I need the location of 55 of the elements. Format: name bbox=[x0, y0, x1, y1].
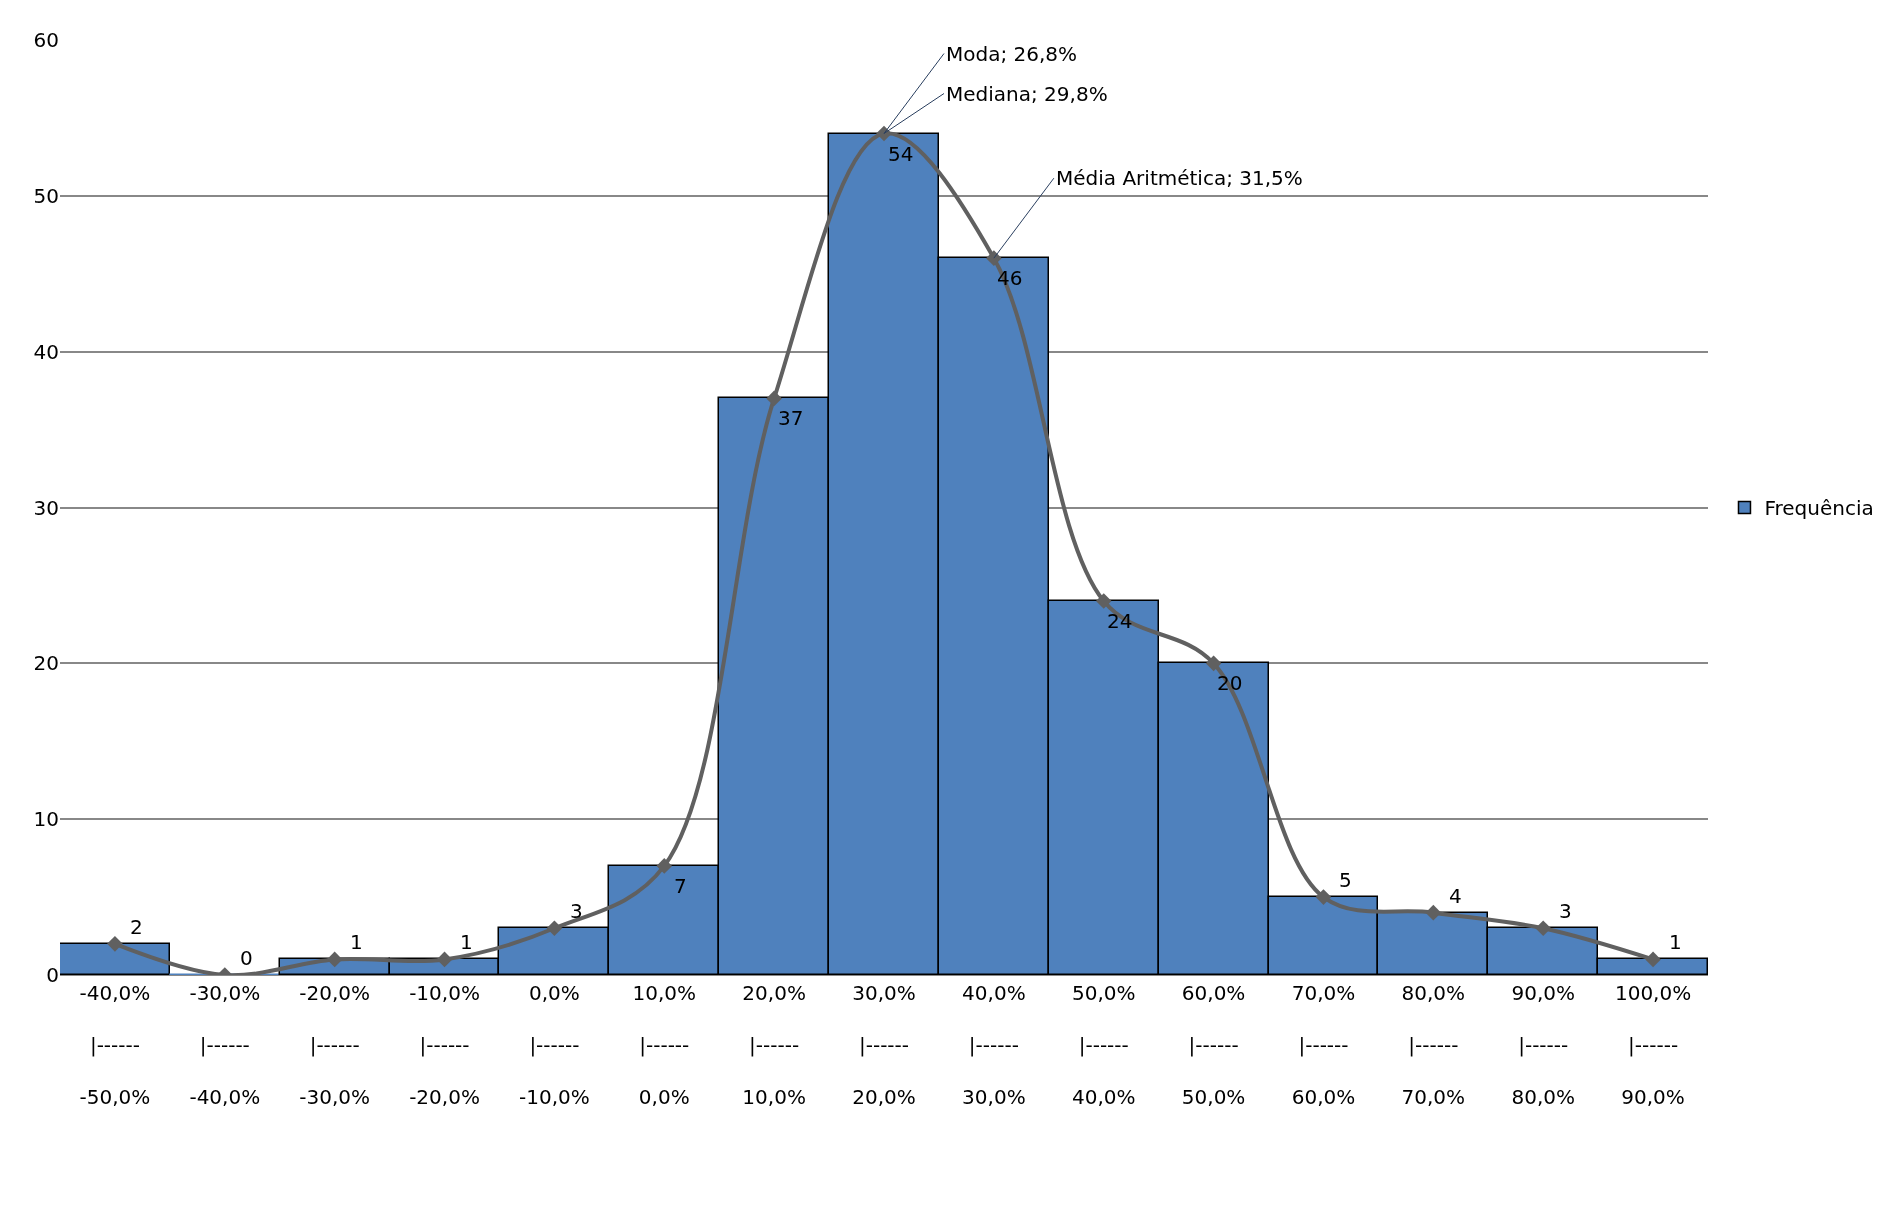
category-label: 70,0% |------ 60,0% bbox=[1291, 981, 1356, 1109]
point bbox=[986, 250, 1002, 266]
category-label: 10,0% |------ 0,0% bbox=[632, 981, 697, 1109]
data-label: 3 bbox=[570, 899, 583, 923]
category-label: 90,0% |------ 80,0% bbox=[1511, 981, 1575, 1109]
category-label: -40,0% |------ -50,0% bbox=[79, 981, 151, 1109]
category-label: 20,0% |------ 10,0% bbox=[742, 981, 806, 1109]
data-label: 1 bbox=[460, 930, 473, 954]
data-label: 54 bbox=[888, 142, 914, 166]
data-label: 20 bbox=[1217, 671, 1243, 695]
y-tick-label: 0 bbox=[46, 963, 59, 987]
y-tick-label: 60 bbox=[33, 28, 59, 52]
point bbox=[546, 920, 563, 937]
data-label: 24 bbox=[1107, 609, 1133, 633]
y-tick-label: 50 bbox=[33, 183, 59, 208]
data-label: 0 bbox=[240, 946, 253, 970]
y-tick-label: 30 bbox=[33, 495, 59, 520]
legend-label: Frequência bbox=[1764, 496, 1874, 521]
data-label: 1 bbox=[1669, 930, 1682, 954]
category-label: 50,0% |------ 40,0% bbox=[1071, 981, 1136, 1109]
point bbox=[107, 936, 123, 952]
category-label: 40,0% |------ 30,0% bbox=[962, 981, 1026, 1109]
point bbox=[1425, 904, 1442, 921]
data-label: 1 bbox=[350, 930, 363, 954]
point bbox=[766, 390, 782, 407]
point bbox=[1205, 655, 1222, 672]
category-label: -10,0% |------ -20,0% bbox=[409, 981, 480, 1109]
y-tick-label: 20 bbox=[33, 651, 59, 676]
category-label: -30,0% |------ -40,0% bbox=[189, 981, 261, 1109]
point bbox=[1645, 951, 1661, 968]
data-label: 37 bbox=[778, 406, 804, 430]
annotation: Mediana; 29,8% bbox=[946, 82, 1108, 106]
point bbox=[326, 951, 343, 968]
category-label: 80,0% |------ 70,0% bbox=[1401, 981, 1466, 1109]
point bbox=[1535, 920, 1551, 937]
data-label: 7 bbox=[674, 874, 687, 898]
category-label: 60,0% |------ 50,0% bbox=[1181, 981, 1246, 1109]
annotation: Média Aritmética; 31,5% bbox=[1056, 166, 1303, 190]
point bbox=[656, 858, 673, 874]
data-label: 4 bbox=[1449, 884, 1462, 908]
annotation: Moda; 26,8% bbox=[946, 42, 1078, 66]
data-label: 5 bbox=[1339, 868, 1352, 892]
point bbox=[436, 951, 453, 968]
point bbox=[1095, 593, 1112, 609]
y-tick-label: 40 bbox=[33, 339, 59, 364]
point bbox=[876, 125, 892, 142]
y-tick-label: 10 bbox=[33, 807, 59, 832]
data-label: 46 bbox=[997, 266, 1023, 290]
data-label: 3 bbox=[1559, 899, 1572, 923]
category-label: 0,0% |------ -10,0% bbox=[519, 981, 590, 1109]
category-label: -20,0% |------ -30,0% bbox=[299, 981, 371, 1109]
point bbox=[1315, 889, 1332, 905]
data-label: 2 bbox=[130, 915, 143, 939]
category-label: 30,0% |------ 20,0% bbox=[852, 981, 916, 1109]
category-label: 100,0% |------ 90,0% bbox=[1614, 981, 1692, 1109]
